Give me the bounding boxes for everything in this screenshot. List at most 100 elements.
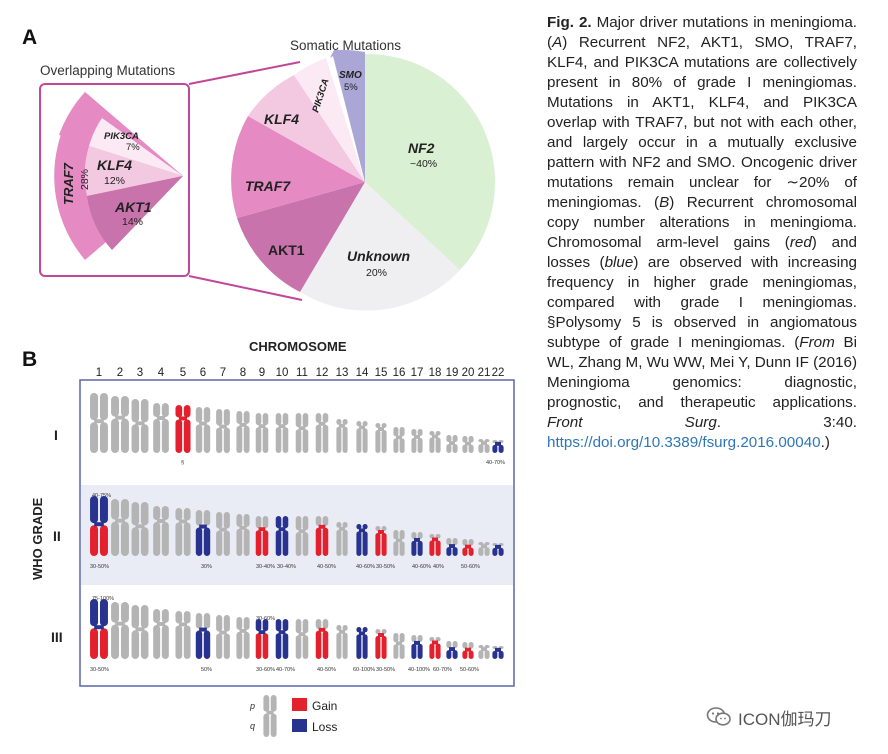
chromosome-17 — [411, 532, 423, 556]
chromosome-number: 15 — [375, 367, 388, 379]
chromosome-18 — [429, 637, 441, 659]
grade-iii-notes: 75-100% 30-50% 50% 30-60% 30-60% 40-70% … — [90, 596, 479, 673]
chromosome-9 — [255, 619, 269, 659]
grade-ii-note: 50-60% — [461, 564, 480, 570]
grade-ii-note: 30-40% — [277, 564, 296, 570]
chromosome-3 — [131, 399, 149, 453]
caption-text: Major driver mutations in meningioma. ( — [547, 14, 857, 51]
chromosome-5 — [175, 405, 191, 453]
grade-iii-note: 75-100% — [92, 596, 114, 602]
chromosome-number: 4 — [158, 367, 165, 379]
watermark: ICON伽玛刀 — [706, 704, 832, 730]
grade-iii-note: 40-50% — [317, 667, 336, 673]
chromosome-9 — [255, 516, 269, 556]
grade-iii-note: 30-50% — [90, 667, 109, 673]
chromosome-3 — [131, 502, 149, 556]
chromosome-2 — [111, 396, 129, 453]
caption-blue: blue — [604, 254, 634, 271]
pie-akt1-slice — [237, 182, 365, 292]
chromosome-number: 6 — [200, 367, 206, 379]
doi-link[interactable]: https://doi.org/10.3389/fsurg.2016.00040 — [547, 434, 821, 451]
watermark-text: ICON伽玛刀 — [738, 709, 832, 729]
pie-smo-wedge — [330, 49, 365, 182]
grade-i-note: 40-70% — [486, 460, 505, 466]
grade-ii-note: 30-50% — [376, 564, 395, 570]
chromosome-14 — [356, 421, 368, 453]
chromosome-11 — [295, 619, 309, 659]
chromosome-5 — [175, 508, 191, 556]
overlap-pik3ca-pct: 7% — [126, 142, 140, 153]
chromosome-14 — [356, 627, 368, 659]
chromosome-number: 2 — [117, 367, 123, 379]
legend-chromosome-icon — [263, 695, 277, 737]
grade-i-notes: § 40-70% — [181, 460, 505, 466]
chromosome-2 — [111, 499, 129, 556]
chromosome-1 — [90, 496, 108, 556]
chromosome-number: 16 — [393, 367, 406, 379]
grade-ii-notes: 40-75% 30-50% 30% 30-40% 30-40% 40-50% 4… — [90, 493, 480, 570]
grade-ii-note: 40-50% — [317, 564, 336, 570]
overlapping-title: Overlapping Mutations — [40, 63, 175, 78]
grade-iii-note: 40-100% — [408, 667, 430, 673]
pie-pik3ca-slice — [294, 58, 365, 182]
chromosome-number: 19 — [446, 367, 459, 379]
chromosome-17 — [411, 635, 423, 659]
connector-bottom — [188, 275, 303, 301]
chromosome-11 — [295, 413, 309, 453]
grade-iii-note: 30-50% — [376, 667, 395, 673]
grade-iii-note: 50% — [201, 667, 212, 673]
grade-iii-note: 30-60% — [256, 667, 275, 673]
chromosome-7 — [216, 409, 230, 453]
overlap-pik3ca-inner — [89, 118, 183, 176]
chromosome-13 — [336, 625, 348, 659]
grade-i-label: I — [54, 427, 58, 443]
legend-gain-label: Gain — [312, 699, 337, 713]
chromosome-number-row: 1 2 3 4 5 6 7 8 9 10 11 12 13 14 15 16 17 18 19 20 21 22 — [96, 367, 505, 379]
chromosome-18 — [429, 431, 441, 453]
pie-traf7-label: TRAF7 — [245, 178, 291, 194]
chromosome-7 — [216, 512, 230, 556]
figure-caption: Fig. 2. Major driver mutations in mening… — [547, 13, 857, 453]
grade-ii-note: 40-75% — [92, 493, 111, 499]
chromosome-18 — [429, 534, 441, 556]
chromosome-7 — [216, 615, 230, 659]
chromosome-16 — [393, 427, 405, 453]
chromosome-4 — [153, 506, 169, 556]
caption-from: From — [799, 334, 835, 351]
chromosome-number: 21 — [478, 367, 491, 379]
chromosome-20 — [462, 436, 474, 453]
caption-text: Bi WL, Zhang M, Wu WW, Mei Y, Dunn IF (2… — [547, 334, 857, 411]
pie-smo-label: SMO — [339, 70, 362, 81]
grade-ii-note: 30% — [201, 564, 212, 570]
chromosome-6 — [195, 407, 211, 453]
pie-nf2-label: NF2 — [408, 140, 435, 156]
chromosome-1 — [90, 599, 108, 659]
chromosome-15 — [375, 423, 387, 453]
pie-unknown-label: Unknown — [347, 248, 410, 264]
overlap-akt1-label: AKT1 — [114, 199, 152, 215]
who-grade-title: WHO GRADE — [30, 497, 45, 580]
chromosome-17 — [411, 429, 423, 453]
grade-ii-note: 40% — [433, 564, 444, 570]
karyotype-rows — [90, 393, 504, 659]
chromosome-21 — [478, 645, 490, 659]
caption-fig-number: Fig. 2. — [547, 14, 592, 31]
grade-iii-note: 60-70% — [433, 667, 452, 673]
overlap-akt1-pct: 14% — [122, 216, 143, 228]
chromosome-11 — [295, 516, 309, 556]
chromosome-number: 3 — [137, 367, 143, 379]
overlap-traf7-pct: 28% — [79, 169, 91, 190]
chromosome-2 — [111, 602, 129, 659]
grade-iii-label: III — [51, 629, 63, 645]
chromosome-8 — [236, 411, 250, 453]
chromosome-number: 18 — [429, 367, 442, 379]
chromosome-16 — [393, 633, 405, 659]
somatic-pie — [231, 53, 496, 311]
chromosome-14 — [356, 524, 368, 556]
chromosome-22 — [492, 440, 504, 453]
pie-traf7-slice — [231, 116, 365, 218]
caption-b: B — [659, 194, 670, 211]
grade-ii-note: 40-60% — [412, 564, 431, 570]
somatic-title: Somatic Mutations — [290, 38, 401, 53]
